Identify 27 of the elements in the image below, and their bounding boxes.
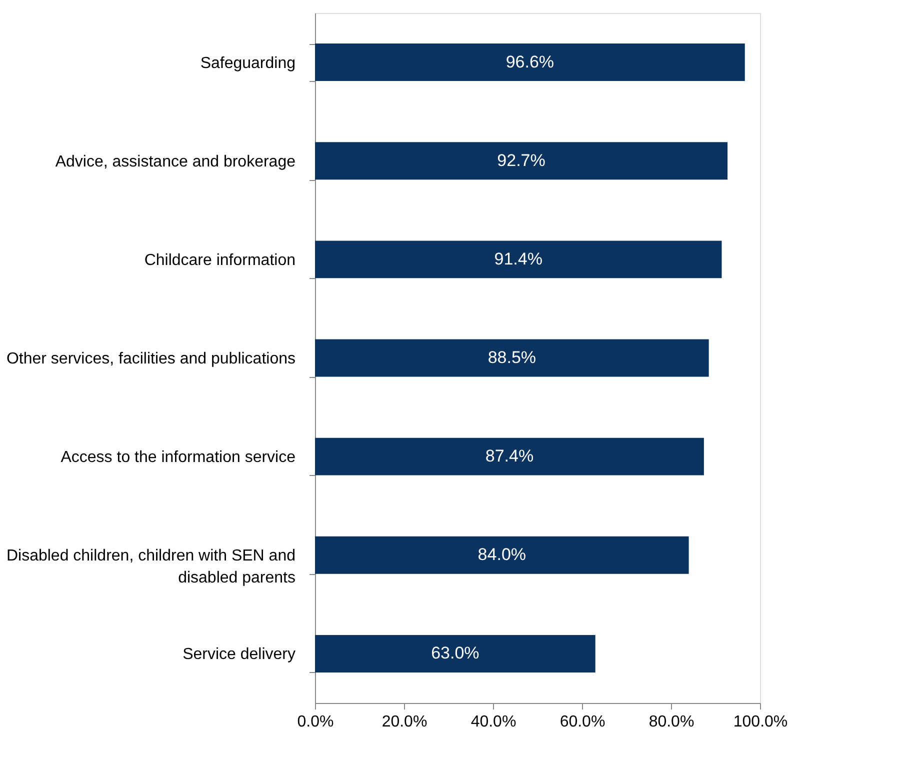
x-tick-label: 100.0% [733,714,788,730]
data-label: 92.7% [497,150,546,170]
bar [315,240,722,278]
data-label: 88.5% [488,348,536,367]
x-tick-label: 40.0% [470,714,516,730]
y-tick-label: Advice, assistance and brokerage [55,153,296,170]
bar [315,142,728,180]
x-tick-label: 80.0% [648,714,694,730]
data-label: 87.4% [485,446,534,466]
bar [315,438,704,476]
y-tick-label: Safeguarding [200,54,296,72]
y-tick-label: Service delivery [182,646,296,664]
y-tick-label: Disabled children, children with SEN and disabled parents [6,548,296,587]
bar [315,44,745,82]
bar [315,536,689,574]
data-label: 91.4% [494,249,542,268]
bar [315,634,596,672]
x-tick-label: 60.0% [560,714,606,730]
bar [315,339,709,377]
x-tick-label: 0.0% [297,714,334,730]
data-label: 96.6% [506,52,554,72]
data-label: 63.0% [431,644,480,663]
y-tick-label: Childcare information [144,252,296,269]
x-tick-label: 20.0% [382,714,428,730]
y-tick-label: Other services, facilities and publications [6,350,296,368]
data-label: 84.0% [478,545,526,564]
y-tick-label: Access to the information service [60,449,296,466]
